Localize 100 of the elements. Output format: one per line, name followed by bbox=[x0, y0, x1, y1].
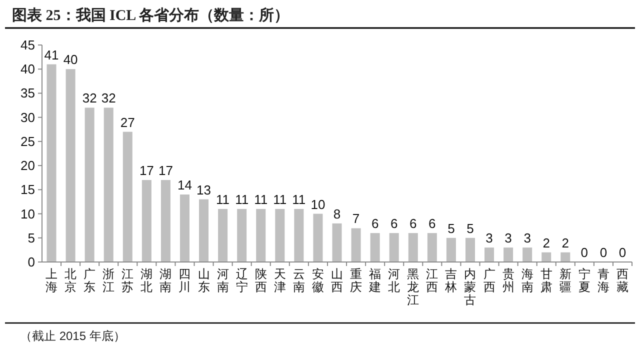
data-label: 6 bbox=[371, 216, 379, 232]
x-tick-label: 上海 bbox=[46, 267, 58, 294]
x-tick-label: 四川 bbox=[178, 267, 191, 294]
text: （截止 2015 年底） bbox=[20, 329, 126, 343]
data-label: 41 bbox=[44, 47, 59, 62]
data-label: 8 bbox=[333, 206, 341, 222]
x-tick-label: 广东 bbox=[84, 267, 96, 294]
data-label: 14 bbox=[178, 177, 192, 192]
bar bbox=[256, 208, 266, 262]
data-label: 0 bbox=[580, 245, 588, 260]
data-label: 11 bbox=[292, 192, 306, 207]
bar bbox=[351, 228, 361, 262]
data-label: 11 bbox=[273, 192, 287, 207]
x-tick-label: 河北 bbox=[388, 267, 400, 294]
x-tick-label: 江苏 bbox=[122, 267, 134, 294]
x-tick-label: 吉林 bbox=[444, 267, 458, 294]
bar bbox=[218, 208, 228, 262]
x-tick-label: 海南 bbox=[521, 267, 534, 294]
x-tick-label: 北京 bbox=[64, 267, 77, 294]
data-label: 6 bbox=[390, 216, 398, 232]
data-label: 11 bbox=[216, 192, 230, 207]
bar bbox=[66, 69, 76, 262]
bar bbox=[313, 214, 323, 262]
bar bbox=[542, 252, 552, 262]
x-tick-label: 江西 bbox=[426, 267, 438, 294]
data-label: 32 bbox=[82, 90, 97, 106]
bar bbox=[84, 108, 94, 262]
x-tick-label: 青海 bbox=[597, 267, 610, 294]
bar bbox=[408, 233, 418, 262]
bar bbox=[199, 199, 209, 262]
data-label: 3 bbox=[486, 230, 493, 246]
bar bbox=[504, 248, 514, 262]
y-tick-label: 35 bbox=[20, 86, 35, 101]
y-tick-label: 10 bbox=[20, 206, 35, 222]
data-label: 0 bbox=[618, 245, 626, 260]
data-label: 10 bbox=[310, 196, 326, 212]
data-label: 5 bbox=[466, 220, 474, 236]
data-label: 32 bbox=[101, 90, 116, 106]
x-tick-label: 黑龙江 bbox=[407, 267, 420, 307]
data-label: 0 bbox=[600, 245, 608, 260]
x-tick-label: 内蒙古 bbox=[464, 267, 476, 307]
bar bbox=[180, 194, 190, 262]
bar bbox=[160, 180, 170, 262]
bar bbox=[122, 132, 132, 262]
x-tick-label: 陕西 bbox=[254, 267, 267, 294]
bar bbox=[332, 223, 342, 262]
data-label: 6 bbox=[410, 216, 417, 232]
x-tick-label: 安徽 bbox=[312, 267, 324, 294]
x-tick-label: 贵州 bbox=[502, 267, 514, 294]
bar bbox=[370, 233, 380, 262]
y-tick-label: 15 bbox=[20, 182, 35, 198]
chart-title: 图表 25：我国 ICL 各省分布（数量：所） bbox=[12, 7, 290, 24]
data-label: 3 bbox=[524, 230, 531, 246]
data-label: 11 bbox=[235, 192, 249, 207]
x-tick-label: 辽宁 bbox=[236, 267, 248, 294]
bar bbox=[142, 180, 152, 262]
y-tick-label: 5 bbox=[28, 230, 35, 246]
x-tick-label: 云南 bbox=[292, 267, 305, 294]
x-tick-label: 山东 bbox=[198, 267, 210, 294]
y-tick-label: 20 bbox=[20, 158, 35, 174]
bar bbox=[522, 248, 532, 262]
x-tick-label: 广西 bbox=[483, 267, 496, 294]
y-tick-label: 45 bbox=[20, 38, 35, 52]
data-label: 27 bbox=[120, 114, 135, 130]
bar bbox=[427, 233, 437, 262]
data-label: 3 bbox=[504, 230, 512, 246]
bar bbox=[389, 233, 399, 262]
x-tick-label: 湖北 bbox=[140, 267, 153, 294]
bar bbox=[237, 208, 247, 262]
x-tick-label: 西藏 bbox=[616, 267, 628, 294]
x-tick-label: 宁夏 bbox=[578, 267, 590, 294]
bar bbox=[560, 252, 570, 262]
data-label: 17 bbox=[139, 163, 154, 178]
data-label: 6 bbox=[428, 216, 436, 232]
x-tick-label: 浙江 bbox=[102, 267, 115, 294]
x-tick-label: 新疆 bbox=[559, 267, 572, 294]
bar bbox=[446, 238, 456, 262]
x-tick-label: 河南 bbox=[216, 267, 229, 294]
data-label: 2 bbox=[542, 235, 550, 250]
data-label: 7 bbox=[352, 211, 360, 226]
data-label: 40 bbox=[63, 52, 78, 68]
data-label: 11 bbox=[254, 192, 268, 207]
bar bbox=[294, 208, 304, 262]
x-tick-label: 湖南 bbox=[160, 267, 172, 294]
bar bbox=[275, 208, 285, 262]
x-tick-label: 山西 bbox=[331, 267, 343, 294]
data-label: 5 bbox=[448, 220, 455, 236]
y-tick-label: 30 bbox=[20, 110, 35, 125]
bar bbox=[465, 238, 475, 262]
y-tick-label: 25 bbox=[20, 134, 35, 149]
bar bbox=[484, 248, 494, 262]
bar bbox=[46, 64, 56, 262]
data-label: 13 bbox=[196, 182, 212, 198]
x-tick-label: 重庆 bbox=[350, 267, 362, 294]
x-tick-label: 天津 bbox=[274, 267, 286, 294]
x-tick-label: 甘肃 bbox=[540, 267, 552, 294]
x-tick-label: 福建 bbox=[368, 267, 382, 294]
bar bbox=[104, 108, 114, 262]
data-label: 17 bbox=[158, 163, 173, 178]
y-tick-label: 0 bbox=[28, 254, 35, 270]
